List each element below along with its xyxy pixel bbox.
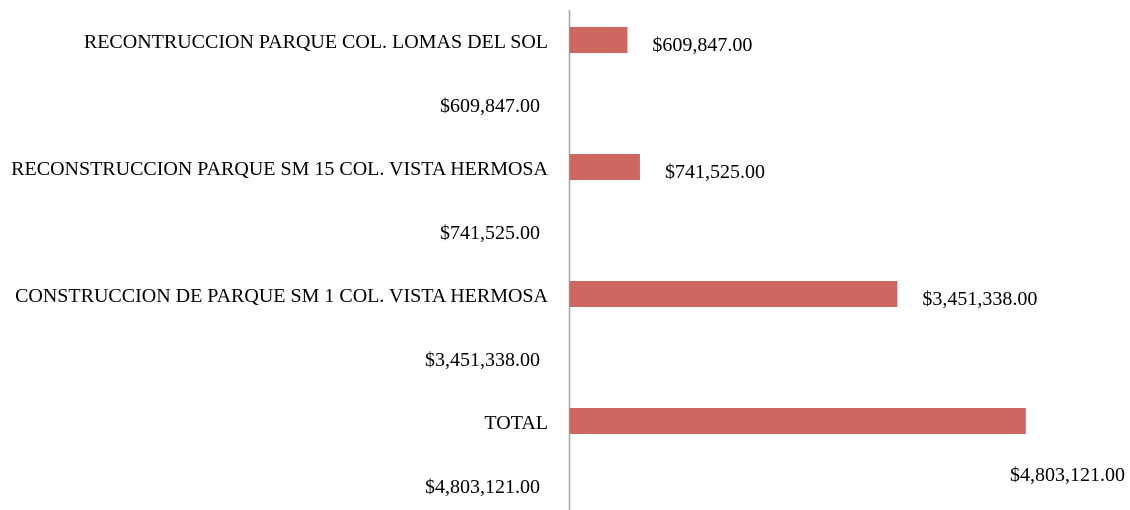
- data-label: $741,525.00: [664, 161, 765, 183]
- bar: [569, 408, 1026, 434]
- category-text: TOTAL: [484, 412, 548, 434]
- category-amount: $4,803,121.00: [425, 476, 540, 498]
- data-label: $3,451,338.00: [922, 288, 1038, 310]
- category-label: RECONSTRUCCION PARQUE SM 15 COL. VISTA H…: [0, 155, 548, 184]
- data-label: $4,803,121.00: [1010, 464, 1125, 486]
- bar: [569, 27, 628, 53]
- data-label: $609,847.00: [652, 34, 753, 56]
- category-label: TOTAL: [0, 409, 548, 438]
- category-amount: $609,847.00: [440, 95, 540, 117]
- category-text: RECONSTRUCCION PARQUE SM 15 COL. VISTA H…: [11, 158, 548, 180]
- category-label: CONSTRUCCION DE PARQUE SM 1 COL. VISTA H…: [0, 282, 548, 311]
- bar: [569, 281, 898, 307]
- category-text: CONSTRUCCION DE PARQUE SM 1 COL. VISTA H…: [15, 285, 548, 307]
- category-amount: $3,451,338.00: [425, 349, 540, 371]
- category-amount: $741,525.00: [440, 222, 540, 244]
- category-text: RECONTRUCCION PARQUE COL. LOMAS DEL SOL: [83, 31, 548, 53]
- category-label: RECONTRUCCION PARQUE COL. LOMAS DEL SOL: [0, 28, 548, 57]
- bar: [569, 154, 640, 180]
